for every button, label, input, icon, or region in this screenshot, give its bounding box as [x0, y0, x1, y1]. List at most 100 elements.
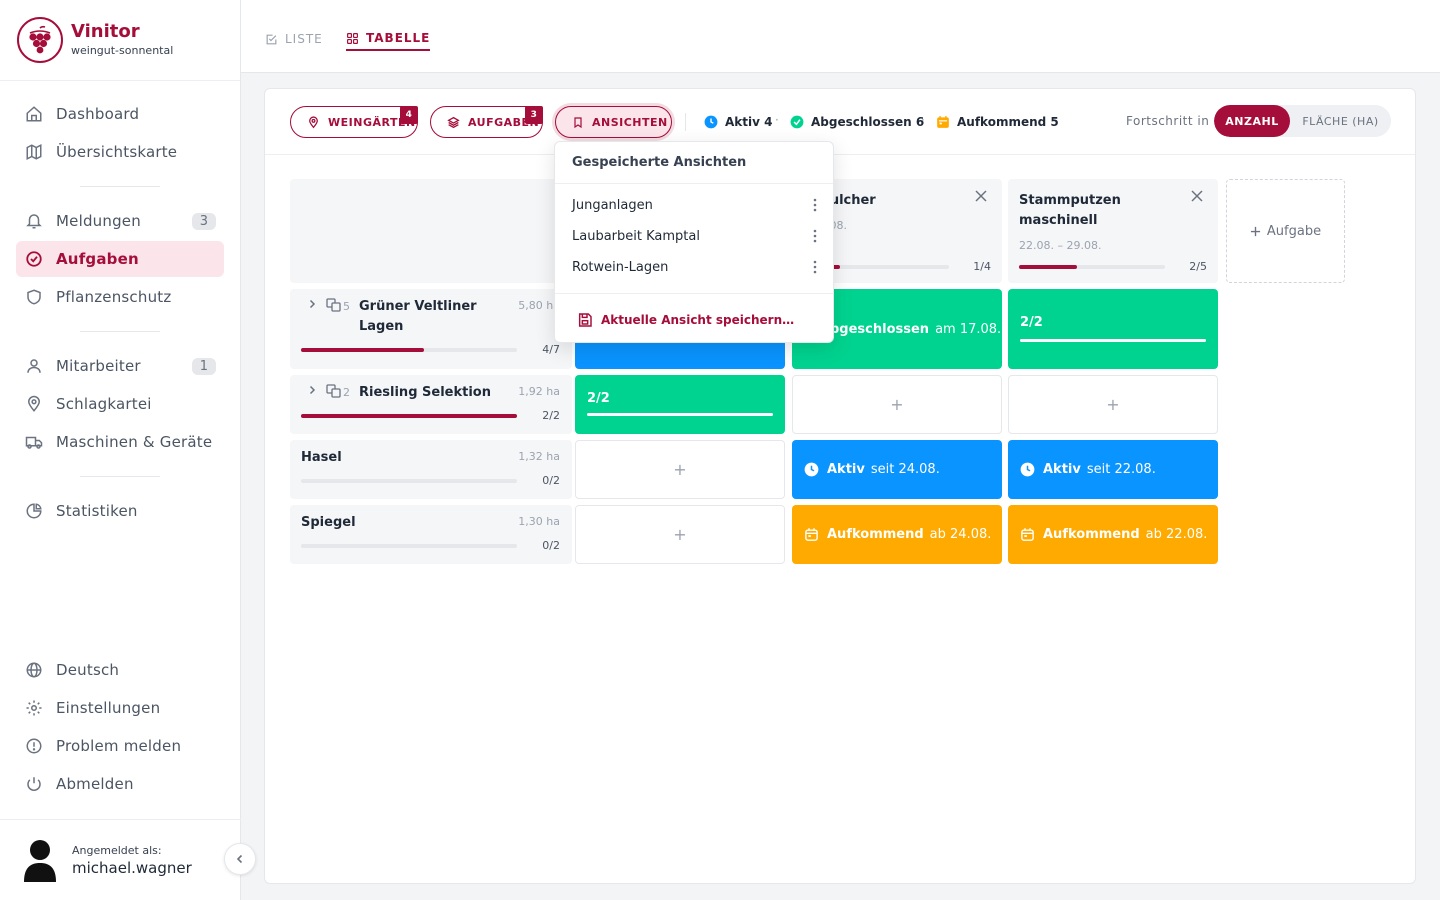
row-area: 1,30 ha — [518, 515, 560, 528]
task-table-card: WEINGÄRTEN 4 AUFGABEN 3 ANSICHTEN Aktiv … — [264, 88, 1416, 884]
power-icon — [24, 774, 44, 794]
nav-label: Meldungen — [56, 212, 141, 230]
nav-label: Mitarbeiter — [56, 357, 141, 375]
plus-icon: + — [673, 525, 687, 544]
vineyards-filter-button[interactable]: WEINGÄRTEN 4 — [290, 106, 418, 138]
filter-label: WEINGÄRTEN — [328, 115, 416, 129]
nav-item-machines[interactable]: Maschinen & Geräte — [16, 424, 224, 460]
add-task-column-button[interactable]: Aufgabe — [1226, 179, 1345, 283]
task-cell-empty[interactable]: + — [575, 440, 785, 499]
chevron-right-icon[interactable] — [307, 385, 317, 395]
task-cell-progress[interactable]: 2/2 — [1008, 289, 1218, 369]
cell-progress-value: 2/2 — [1020, 315, 1043, 330]
row-name: Grüner Veltliner Lagen — [359, 299, 477, 334]
stat-separator: · — [775, 113, 779, 127]
close-icon[interactable] — [974, 189, 988, 203]
progress-unit-toggle: ANZAHL FLÄCHE (HA) — [1214, 105, 1391, 137]
bottom-nav: Deutsch Einstellungen Problem melden Abm… — [16, 652, 224, 804]
task-cell-empty[interactable]: + — [1008, 375, 1218, 434]
column-header-task[interactable]: Stammputzen maschinell 22.08. – 29.08. 2… — [1008, 179, 1218, 283]
cell-progress-bar — [1020, 339, 1206, 342]
clock-icon — [704, 115, 718, 129]
tab-label: LISTE — [285, 32, 323, 46]
nav-divider — [80, 186, 160, 187]
row-name: Hasel — [301, 450, 342, 465]
row-progress-text: 4/7 — [542, 343, 560, 356]
home-icon — [24, 104, 44, 124]
task-cell-active[interactable]: Aktiv seit 22.08. — [1008, 440, 1218, 499]
save-view-label: Aktuelle Ansicht speichern… — [601, 313, 795, 327]
brand[interactable]: Vinitor weingut-sonnental — [0, 0, 240, 81]
user-panel: Angemeldet als: michael.wagner — [0, 819, 241, 900]
progress-area-option[interactable]: FLÄCHE (HA) — [1302, 114, 1379, 128]
filter-label: ANSICHTEN — [592, 115, 668, 129]
cell-status: Aufkommend — [1043, 527, 1140, 542]
saved-view-item[interactable]: Rotwein-Lagen — [555, 252, 833, 283]
nav-item-settings[interactable]: Einstellungen — [16, 690, 224, 726]
nav-item-logout[interactable]: Abmelden — [16, 766, 224, 802]
row-area: 1,92 ha — [518, 385, 560, 398]
nav-item-statistics[interactable]: Statistiken — [16, 493, 224, 529]
check-circle-icon — [790, 115, 804, 129]
views-button[interactable]: ANSICHTEN — [555, 106, 672, 138]
nav-item-language[interactable]: Deutsch — [16, 652, 224, 688]
row-progress-bar — [301, 414, 517, 418]
calendar-icon — [804, 527, 819, 542]
saved-view-label: Laubarbeit Kamptal — [572, 229, 700, 244]
collapse-sidebar-button[interactable] — [224, 843, 256, 875]
saved-view-label: Junganlagen — [572, 198, 653, 213]
more-vertical-icon[interactable] — [813, 260, 817, 274]
nav-item-tasks[interactable]: Aufgaben — [16, 241, 224, 277]
row-header-vineyard-group[interactable]: Riesling Selektion 1,92 ha 2 2/2 — [290, 375, 572, 434]
task-cell-progress[interactable]: 2/2 — [575, 375, 785, 434]
tab-label: TABELLE — [366, 31, 431, 45]
nav-item-dashboard[interactable]: Dashboard — [16, 96, 224, 132]
nav-item-map[interactable]: Übersichtskarte — [16, 134, 224, 170]
row-header-vineyard-group[interactable]: Grüner Veltliner Lagen 5,80 ha 5 4/7 — [290, 289, 572, 369]
row-group-count: 2 — [343, 386, 350, 399]
progress-count-option[interactable]: ANZAHL — [1214, 105, 1290, 137]
checklist-icon — [265, 33, 278, 46]
chevron-right-icon[interactable] — [307, 299, 317, 309]
task-cell-empty[interactable]: + — [792, 375, 1002, 434]
nav-item-notifications[interactable]: Meldungen 3 — [16, 203, 224, 239]
close-icon[interactable] — [1190, 189, 1204, 203]
cell-status: Aktiv — [1043, 462, 1081, 477]
cell-status: Aktiv — [827, 462, 865, 477]
filter-toolbar: WEINGÄRTEN 4 AUFGABEN 3 ANSICHTEN Aktiv … — [265, 89, 1415, 155]
cell-status: bgeschlossen — [830, 321, 930, 337]
plus-icon — [1250, 226, 1260, 236]
map-icon — [24, 142, 44, 162]
nav-label: Einstellungen — [56, 699, 161, 717]
tasks-filter-button[interactable]: AUFGABEN 3 — [430, 106, 543, 138]
nav-item-field-register[interactable]: Schlagkartei — [16, 386, 224, 422]
saved-view-item[interactable]: Laubarbeit Kamptal — [555, 221, 833, 252]
tab-list[interactable]: LISTE — [265, 27, 323, 51]
row-progress-bar — [301, 544, 517, 548]
save-current-view-button[interactable]: Aktuelle Ansicht speichern… — [555, 294, 833, 346]
task-cell-upcoming[interactable]: Aufkommend ab 24.08. — [792, 505, 1002, 564]
progress-fill — [301, 414, 517, 418]
nav-item-plant-protection[interactable]: Pflanzenschutz — [16, 279, 224, 315]
more-vertical-icon[interactable] — [813, 198, 817, 212]
progress-fill — [1019, 265, 1078, 269]
calendar-icon — [1020, 527, 1035, 542]
nav-item-employees[interactable]: Mitarbeiter 1 — [16, 348, 224, 384]
more-vertical-icon[interactable] — [813, 229, 817, 243]
copy-group-icon — [326, 298, 341, 312]
nav-label: Statistiken — [56, 502, 138, 520]
task-cell-active[interactable]: Aktiv seit 24.08. — [792, 440, 1002, 499]
nav-item-report-problem[interactable]: Problem melden — [16, 728, 224, 764]
tab-table[interactable]: TABELLE — [346, 27, 431, 51]
toolbar-divider — [685, 113, 686, 131]
pin-icon — [307, 115, 320, 129]
clock-icon — [1020, 462, 1035, 477]
task-cell-empty[interactable]: + — [575, 505, 785, 564]
saved-view-item[interactable]: Junganlagen — [555, 190, 833, 221]
notification-count-badge: 3 — [191, 212, 216, 230]
row-area: 1,32 ha — [518, 450, 560, 463]
row-header-vineyard[interactable]: Hasel 1,32 ha 0/2 — [290, 440, 572, 499]
row-header-vineyard[interactable]: Spiegel 1,30 ha 0/2 — [290, 505, 572, 564]
row-progress-bar — [301, 479, 517, 483]
task-cell-upcoming[interactable]: Aufkommend ab 22.08. — [1008, 505, 1218, 564]
